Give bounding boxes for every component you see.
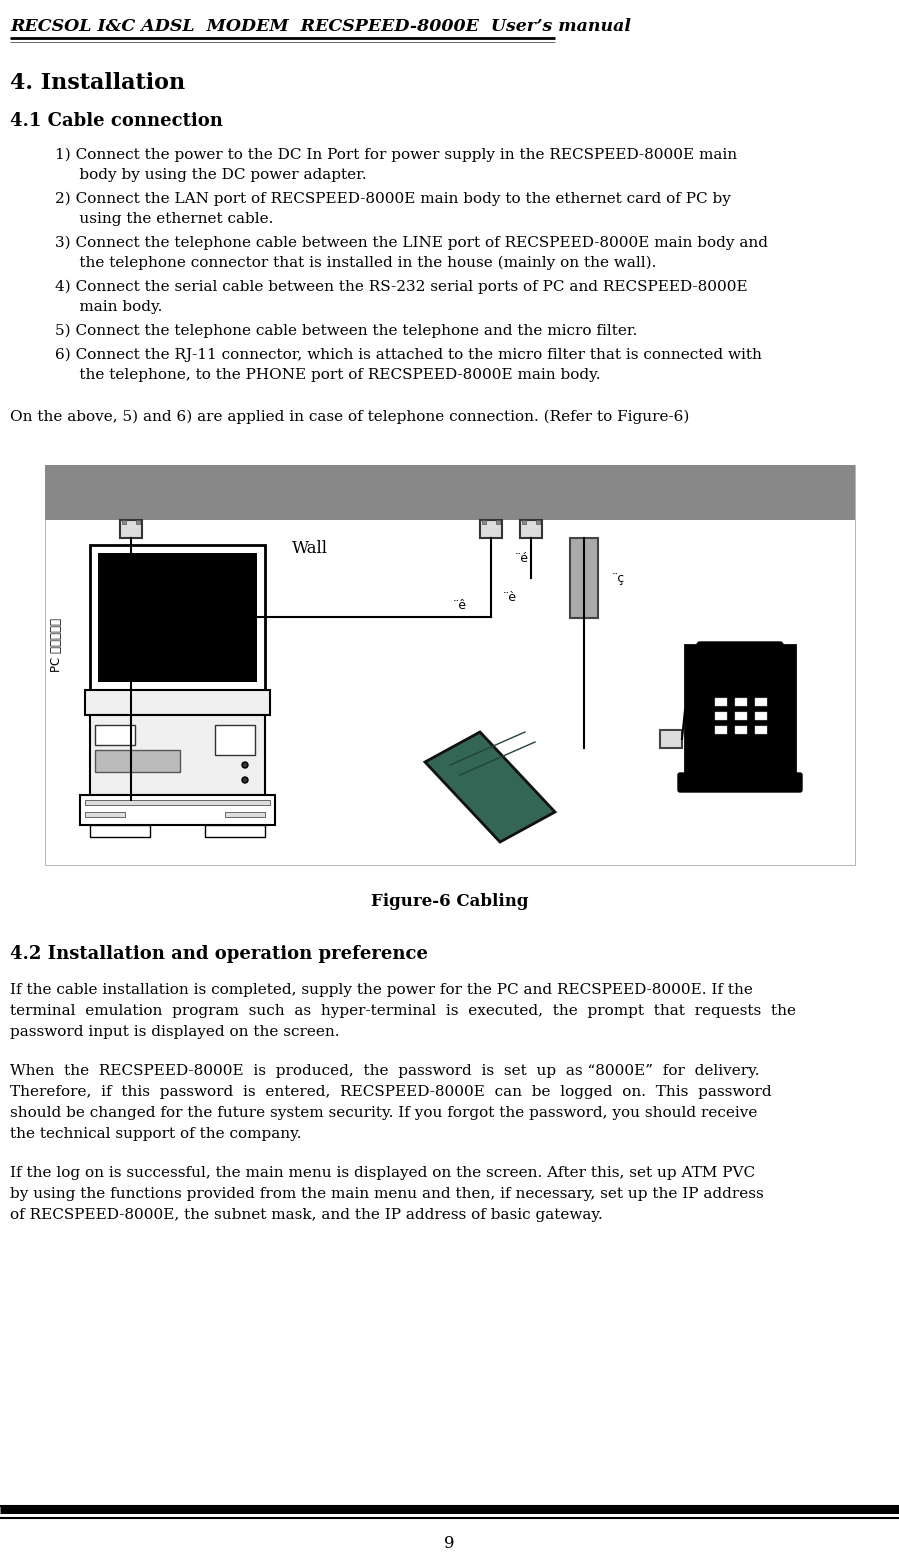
Bar [80, 796, 275, 825]
Text: 1) Connect the power to the DC In Port for power supply in the RECSPEED-8000E ma: 1) Connect the power to the DC In Port f… [55, 148, 737, 162]
Text: On the above, 5) and 6) are applied in case of telephone connection. (Refer to F: On the above, 5) and 6) are applied in c… [10, 409, 690, 425]
Text: 4.1 Cable connection: 4.1 Cable connection [10, 112, 223, 129]
Text: 2) Connect the LAN port of RECSPEED-8000E main body to the ethernet card of PC b: 2) Connect the LAN port of RECSPEED-8000… [55, 192, 731, 207]
Bar [122, 520, 126, 525]
Text: When  the  RECSPEED-8000E  is  produced,  the  password  is  set  up  as “8000E”: When the RECSPEED-8000E is produced, the… [10, 1063, 760, 1077]
Bar [570, 539, 598, 618]
Text: the telephone, to the PHONE port of RECSPEED-8000E main body.: the telephone, to the PHONE port of RECS… [55, 367, 601, 381]
Text: If the log on is successful, the main menu is displayed on the screen. After thi: If the log on is successful, the main me… [10, 1166, 755, 1180]
Circle shape [242, 777, 248, 783]
Text: the telephone connector that is installed in the house (mainly on the wall).: the telephone connector that is installe… [55, 255, 656, 271]
Bar [136, 520, 140, 525]
Text: ¨é: ¨é [515, 551, 529, 565]
Bar [482, 520, 486, 525]
Text: 5) Connect the telephone cable between the telephone and the micro filter.: 5) Connect the telephone cable between t… [55, 324, 637, 338]
Text: 4) Connect the serial cable between the RS-232 serial ports of PC and RECSPEED-8: 4) Connect the serial cable between the … [55, 280, 748, 294]
Text: Therefore,  if  this  password  is  entered,  RECSPEED-8000E  can  be  logged  o: Therefore, if this password is entered, … [10, 1085, 771, 1099]
Bar [45, 466, 855, 866]
Text: 3) Connect the telephone cable between the LINE port of RECSPEED-8000E main body: 3) Connect the telephone cable between t… [55, 237, 768, 251]
Bar [85, 800, 270, 805]
Bar [685, 645, 795, 775]
Bar [715, 698, 727, 705]
Bar [496, 520, 500, 525]
Text: password input is displayed on the screen.: password input is displayed on the scree… [10, 1025, 340, 1039]
Text: ¨è: ¨è [690, 713, 704, 727]
Text: of RECSPEED-8000E, the subnet mask, and the IP address of basic gateway.: of RECSPEED-8000E, the subnet mask, and … [10, 1208, 602, 1222]
Bar [215, 726, 255, 755]
Bar [85, 813, 125, 817]
Bar [522, 520, 526, 525]
Bar [120, 520, 142, 539]
Circle shape [242, 761, 248, 768]
Bar [225, 813, 265, 817]
Bar [715, 726, 727, 733]
Text: ¨è: ¨è [503, 590, 517, 604]
Bar [715, 712, 727, 719]
Text: 4. Installation: 4. Installation [10, 72, 185, 93]
Bar [98, 553, 257, 682]
FancyBboxPatch shape [678, 772, 802, 793]
Bar [90, 825, 150, 838]
Bar [755, 712, 767, 719]
Text: by using the functions provided from the main menu and then, if necessary, set u: by using the functions provided from the… [10, 1186, 764, 1200]
Bar [755, 726, 767, 733]
Polygon shape [425, 732, 555, 842]
Text: Figure-6 Cabling: Figure-6 Cabling [371, 894, 529, 909]
Bar [735, 698, 747, 705]
Bar [85, 690, 270, 715]
Bar [705, 690, 775, 740]
Text: should be changed for the future system security. If you forgot the password, yo: should be changed for the future system … [10, 1105, 757, 1119]
FancyBboxPatch shape [697, 641, 783, 668]
Text: the technical support of the company.: the technical support of the company. [10, 1127, 301, 1141]
Text: Wall: Wall [292, 540, 328, 557]
Bar [755, 698, 767, 705]
Text: using the ethernet cable.: using the ethernet cable. [55, 212, 273, 226]
Text: main body.: main body. [55, 301, 163, 315]
Bar [205, 825, 265, 838]
Bar [45, 466, 855, 520]
Text: If the cable installation is completed, supply the power for the PC and RECSPEED: If the cable installation is completed, … [10, 982, 752, 996]
Text: body by using the DC power adapter.: body by using the DC power adapter. [55, 168, 367, 182]
Bar [660, 730, 682, 747]
Text: terminal  emulation  program  such  as  hyper-terminal  is  executed,  the  prom: terminal emulation program such as hyper… [10, 1004, 796, 1018]
Text: PC 전원케이블: PC 전원케이블 [50, 618, 64, 673]
Text: ¨ç: ¨ç [611, 571, 625, 584]
Bar [735, 726, 747, 733]
Bar [95, 750, 180, 772]
Text: ¨ê: ¨ê [453, 598, 467, 612]
Bar [520, 520, 542, 539]
Text: 4.2 Installation and operation preference: 4.2 Installation and operation preferenc… [10, 945, 428, 962]
Text: RECSOL I&C ADSL  MODEM  RECSPEED-8000E  User’s manual: RECSOL I&C ADSL MODEM RECSPEED-8000E Use… [10, 19, 631, 34]
Text: ¨ì: ¨ì [692, 733, 702, 746]
Bar [95, 726, 135, 744]
Bar [480, 520, 502, 539]
Bar [90, 715, 265, 796]
Text: 9: 9 [444, 1535, 455, 1552]
Bar [735, 712, 747, 719]
Bar [536, 520, 540, 525]
Text: 6) Connect the RJ-11 connector, which is attached to the micro filter that is co: 6) Connect the RJ-11 connector, which is… [55, 349, 761, 363]
Bar [90, 545, 265, 690]
